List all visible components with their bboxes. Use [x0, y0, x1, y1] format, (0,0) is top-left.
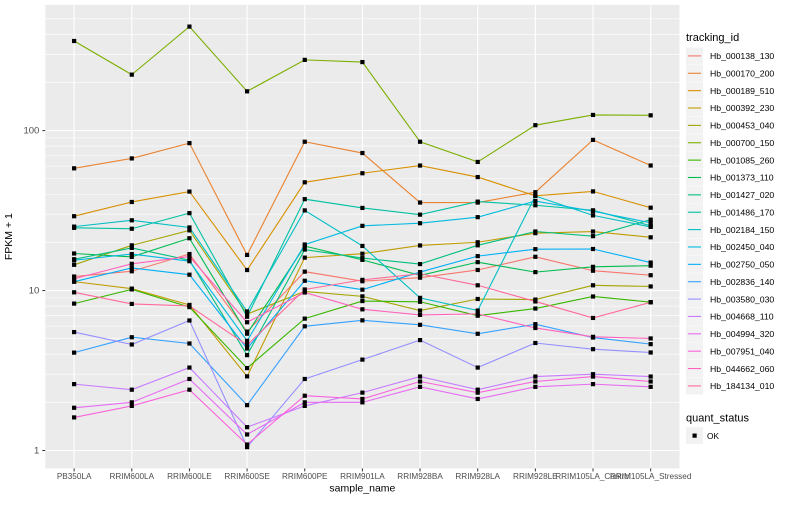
svg-text:RRIM928BA: RRIM928BA — [397, 472, 443, 481]
svg-text:FPKM + 1: FPKM + 1 — [3, 213, 15, 260]
svg-text:Hb_004994_320: Hb_004994_320 — [710, 329, 774, 339]
svg-text:Hb_000392_230: Hb_000392_230 — [710, 103, 774, 113]
svg-text:Hb_003580_030: Hb_003580_030 — [710, 294, 774, 304]
svg-text:RRIM105LA_Stressed: RRIM105LA_Stressed — [610, 472, 692, 481]
svg-text:RRIM600SE: RRIM600SE — [224, 472, 270, 481]
svg-text:Hb_002450_040: Hb_002450_040 — [710, 242, 774, 252]
svg-text:OK: OK — [707, 431, 719, 441]
svg-text:Hb_002184_150: Hb_002184_150 — [710, 225, 774, 235]
svg-text:Hb_001085_260: Hb_001085_260 — [710, 155, 774, 165]
svg-text:Hb_007951_040: Hb_007951_040 — [710, 346, 774, 356]
svg-text:Hb_004668_110: Hb_004668_110 — [710, 312, 774, 322]
svg-text:10: 10 — [29, 286, 40, 297]
svg-text:Hb_000170_200: Hb_000170_200 — [710, 68, 774, 78]
svg-text:RRIM928LA: RRIM928LA — [455, 472, 500, 481]
svg-text:Hb_002836_140: Hb_002836_140 — [710, 277, 774, 287]
svg-text:1: 1 — [34, 446, 39, 457]
svg-text:RRIM600LA: RRIM600LA — [109, 472, 154, 481]
svg-text:RRIM928LE: RRIM928LE — [513, 472, 558, 481]
svg-text:quant_status: quant_status — [686, 412, 749, 424]
svg-text:RRIM901LA: RRIM901LA — [340, 472, 385, 481]
svg-text:Hb_000700_150: Hb_000700_150 — [710, 138, 774, 148]
svg-text:RRIM600LE: RRIM600LE — [167, 472, 212, 481]
svg-text:sample_name: sample_name — [329, 483, 395, 495]
svg-text:Hb_001373_110: Hb_001373_110 — [710, 173, 774, 183]
svg-text:Hb_001486_170: Hb_001486_170 — [710, 207, 774, 217]
svg-text:tracking_id: tracking_id — [686, 32, 739, 44]
svg-text:Hb_001427_020: Hb_001427_020 — [710, 190, 774, 200]
svg-text:Hb_184134_010: Hb_184134_010 — [710, 381, 774, 391]
svg-text:Hb_000189_510: Hb_000189_510 — [710, 86, 774, 96]
svg-text:Hb_044662_060: Hb_044662_060 — [710, 364, 774, 374]
svg-text:Hb_000138_130: Hb_000138_130 — [710, 51, 774, 61]
svg-text:RRIM600PE: RRIM600PE — [282, 472, 328, 481]
svg-text:Hb_000453_040: Hb_000453_040 — [710, 121, 774, 131]
svg-text:Hb_002750_050: Hb_002750_050 — [710, 260, 774, 270]
svg-text:PB350LA: PB350LA — [57, 472, 92, 481]
svg-text:100: 100 — [23, 126, 39, 137]
